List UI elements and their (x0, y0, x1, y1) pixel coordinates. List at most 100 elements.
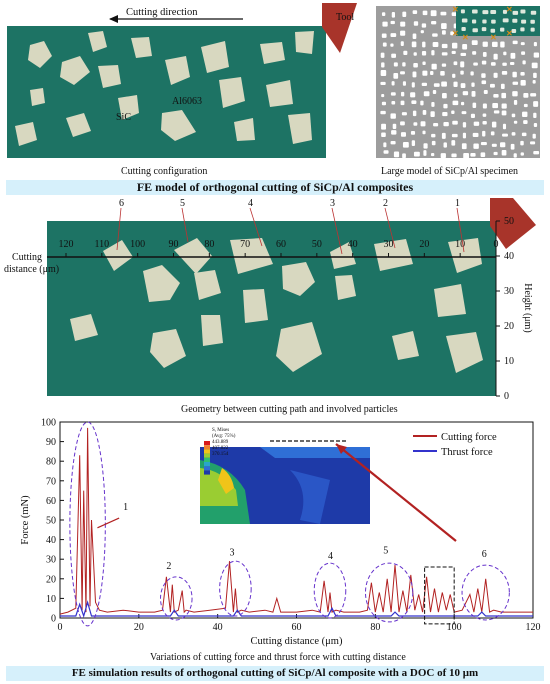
top-tick-label: 20 (419, 239, 429, 250)
height-tick-label: 40 (504, 251, 514, 262)
force-chart: 0 10 20 30 40 50 60 70 80 90 100 0 20 40 60 80 100 120 Cut… (20, 418, 541, 648)
svg-text:✕: ✕ (506, 29, 513, 38)
svg-text:✕: ✕ (506, 5, 513, 14)
event-ellipse (313, 562, 347, 619)
sic-particles (15, 31, 314, 146)
caption-large-model: Large model of SiCp/Al specimen (381, 166, 519, 177)
thrust-force-line (60, 600, 533, 619)
height-axis-label: Height (μm) (522, 283, 533, 333)
y-tick-label: 100 (41, 418, 56, 429)
x-tick-label: 80 (370, 622, 380, 633)
caption-force-variation: Variations of cutting force and thrust f… (150, 652, 406, 663)
inset-particles (460, 9, 537, 33)
legend-label: Cutting force (441, 432, 497, 443)
axis-title-line1: Cutting (12, 252, 42, 263)
svg-text:✕: ✕ (452, 5, 459, 14)
caption-cutting-configuration: Cutting configuration (121, 166, 208, 177)
cutting-force-line (59, 427, 533, 615)
top-tick-label: 10 (455, 239, 465, 250)
band-title-fe-model: FE model of orthogonal cutting of SiCp/A… (6, 180, 544, 195)
matrix-label: Al6063 (172, 96, 202, 107)
inset-legend-text: (Avg: 75%) (212, 434, 236, 439)
event-number-label: 4 (328, 551, 333, 562)
y-tick-label: 40 (46, 535, 56, 546)
x-tick-label: 0 (58, 622, 63, 633)
y-tick-label: 80 (46, 457, 56, 468)
inset-legend-text: 407.022 (212, 446, 229, 451)
top-tick-label: 70 (240, 239, 250, 250)
y-tick-label: 0 (51, 614, 56, 625)
cutting-direction-label: Cutting direction (126, 7, 198, 18)
y-axis-label: Force (mN) (20, 495, 31, 545)
event-number-label: 6 (482, 549, 487, 560)
event1-pointer (97, 517, 120, 529)
inset-legend-text: 443.889 (212, 440, 229, 445)
zoom-region-box (424, 566, 455, 625)
height-tick-label: 50 (504, 216, 514, 227)
x-axis-label: Cutting distance (μm) (251, 636, 343, 647)
particle-number-label: 3 (330, 198, 335, 209)
large-model-inset (456, 6, 540, 36)
x-tick-label: 120 (526, 622, 541, 633)
particle-number-label: 6 (119, 198, 124, 209)
large-model-particles (380, 10, 540, 159)
particle-number-label: 4 (248, 198, 253, 209)
top-tick-label: 100 (130, 239, 145, 250)
height-tick-label: 30 (504, 286, 514, 297)
axis-title-line2: distance (μm) (4, 264, 59, 275)
particle-number-label: 2 (383, 198, 388, 209)
top-tick-label: 50 (312, 239, 322, 250)
x-tick-label: 40 (213, 622, 223, 633)
top-tick-label: 0 (494, 239, 499, 250)
event-ellipse (364, 562, 414, 623)
top-ticks: 120 110 100 90 80 70 60 50 40 30 20 10 0 (59, 239, 499, 257)
y-tick-label: 90 (46, 437, 56, 448)
event-number-label: 2 (166, 561, 171, 572)
top-tick-label: 60 (276, 239, 286, 250)
inset-markers: ✕✕ ✕ ✕ ✕✕ (452, 5, 513, 42)
particle-label: SiC (116, 112, 131, 123)
arrow-head-icon (109, 15, 118, 23)
legend-label: Thrust force (441, 447, 493, 458)
height-tick-label: 20 (504, 321, 514, 332)
height-tick-label: 0 (504, 391, 509, 402)
svg-text:✕: ✕ (490, 33, 497, 42)
y-tick-label: 50 (46, 516, 56, 527)
svg-text:✕: ✕ (452, 29, 459, 38)
top-tick-label: 110 (95, 239, 110, 250)
inset-pointer-arrow (335, 443, 457, 542)
panel-a: Al6063 SiC Cutting direction Tool ✕✕ ✕ ✕ ✕… (7, 3, 540, 159)
tool-label: Tool (336, 12, 354, 23)
caption-geometry: Geometry between cutting path and involv… (181, 404, 398, 415)
y-tick-label: 70 (46, 476, 56, 487)
y-tick-label: 60 (46, 496, 56, 507)
event-number-label: 1 (123, 502, 128, 513)
arrowhead-icon (336, 444, 347, 454)
top-tick-label: 80 (204, 239, 214, 250)
particle-number-label: 1 (455, 198, 460, 209)
x-tick-label: 60 (292, 622, 302, 633)
event-number-label: 3 (229, 547, 234, 558)
event-ellipse (461, 564, 510, 621)
height-tick-label: 10 (504, 356, 514, 367)
geometry-particles (70, 238, 483, 373)
event-ellipse (219, 560, 252, 617)
inset-legend-text: S, Mises (212, 428, 229, 433)
height-ticks: 0 10 20 30 40 50 (496, 216, 514, 402)
inset-legend-text: 370.154 (212, 452, 229, 457)
svg-text:✕: ✕ (462, 33, 469, 42)
y-tick-label: 20 (46, 574, 56, 585)
top-tick-label: 30 (384, 239, 394, 250)
event-number-label: 5 (383, 545, 388, 556)
particle-number-label: 5 (180, 198, 185, 209)
particle-number-callouts: 6 5 4 3 2 1 (116, 198, 465, 255)
top-tick-label: 120 (59, 239, 74, 250)
tool-icon-b (490, 198, 536, 249)
x-tick-label: 20 (134, 622, 144, 633)
top-tick-label: 40 (348, 239, 358, 250)
y-tick-label: 10 (46, 594, 56, 605)
y-tick-label: 30 (46, 555, 56, 566)
x-tick-label: 100 (447, 622, 462, 633)
band-title-fe-simulation: FE simulation results of orthogonal cutt… (6, 666, 544, 681)
